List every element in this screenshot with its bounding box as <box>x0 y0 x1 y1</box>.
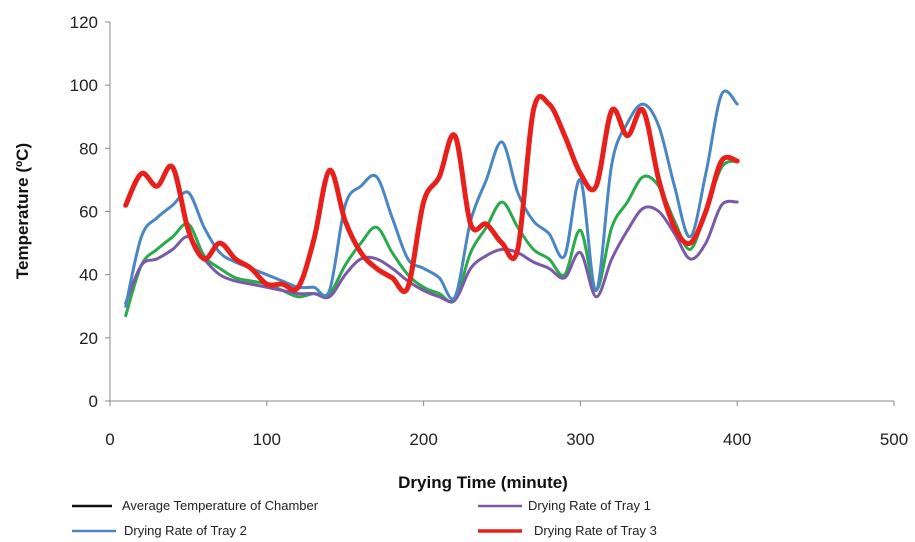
legend-item-tray-2: Drying Rate of Tray 2 <box>72 523 247 538</box>
series-line-tray-3 <box>123 94 740 295</box>
x-tick-labels: 0 100 200 300 400 500 <box>105 401 908 449</box>
legend-label-average-temperature: Average Temperature of Chamber <box>122 498 319 513</box>
x-tick-label: 500 <box>880 430 908 449</box>
x-tick-label: 400 <box>723 430 751 449</box>
legend-item-tray-1: Drying Rate of Tray 1 <box>478 498 651 513</box>
chart-axes <box>109 22 894 402</box>
series-line-tray-2 <box>124 89 739 308</box>
legend-label-tray-1: Drying Rate of Tray 1 <box>528 498 651 513</box>
legend-label-tray-3: Drying Rate of Tray 3 <box>534 523 657 538</box>
y-tick-label: 120 <box>70 13 98 32</box>
series-line-average-temperature <box>124 159 739 318</box>
x-tick-label: 100 <box>253 430 281 449</box>
legend-item-tray-3: Drying Rate of Tray 3 <box>478 523 657 538</box>
y-tick-label: 0 <box>89 392 98 411</box>
y-tick-label: 80 <box>79 139 98 158</box>
y-axis-title: Temperature (ºC) <box>13 143 32 279</box>
y-tick-label: 100 <box>70 76 98 95</box>
x-axis-title: Drying Time (minute) <box>398 473 568 492</box>
legend-item-average-temperature: Average Temperature of Chamber <box>72 498 319 513</box>
legend-label-tray-2: Drying Rate of Tray 2 <box>124 523 247 538</box>
legend: Average Temperature of Chamber Drying Ra… <box>72 498 657 538</box>
y-tick-label: 40 <box>79 266 98 285</box>
y-tick-labels: 0 20 40 60 80 100 120 <box>70 13 110 411</box>
plot-area <box>123 89 740 318</box>
y-tick-label: 20 <box>79 329 98 348</box>
y-tick-label: 60 <box>79 203 98 222</box>
x-tick-label: 300 <box>566 430 594 449</box>
x-tick-label: 0 <box>105 430 114 449</box>
series-line-tray-1 <box>124 199 739 305</box>
x-tick-label: 200 <box>409 430 437 449</box>
